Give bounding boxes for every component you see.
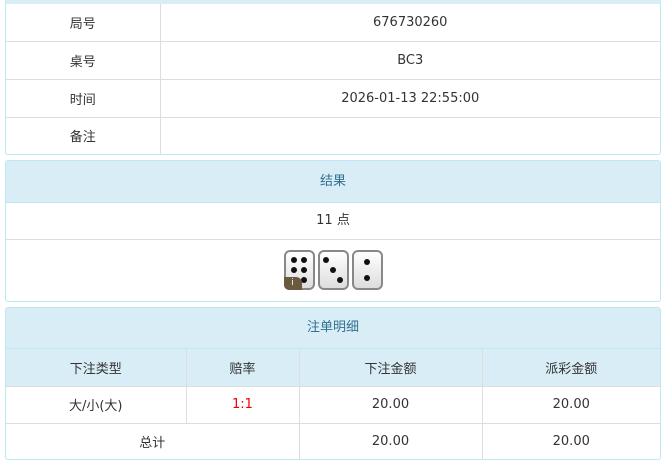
die-pip	[301, 267, 308, 273]
result-points: 11 点	[6, 203, 660, 240]
die-pip	[364, 274, 370, 281]
dice-row: i	[6, 240, 660, 300]
row-time: 时间 2026-01-13 22:55:00	[6, 78, 660, 118]
header-odds: 赔率	[185, 349, 300, 387]
total-payout: 20.00	[481, 422, 660, 460]
round-id: 676730260	[159, 4, 660, 42]
round-info-table: 局号 676730260 桌号 BC3 时间 2026-01-13 22:55:00 …	[6, 4, 660, 154]
die-pip	[290, 267, 297, 273]
bet-table: 下注类型 赔率 下注金额 派彩金额 大/小(大) 1:1 20.00 20.00…	[6, 349, 660, 460]
result-panel: 结果 11 点 i	[5, 160, 661, 302]
odds: 1:1	[185, 385, 300, 424]
time: 2026-01-13 22:55:00	[159, 78, 660, 118]
result-title: 结果	[6, 161, 660, 203]
die-3	[317, 250, 349, 290]
row-round-id: 局号 676730260	[6, 4, 660, 42]
label: 局号	[6, 4, 161, 42]
round-info-panel: 局号 676730260 桌号 BC3 时间 2026-01-13 22:55:00 …	[5, 0, 661, 155]
die-6: i	[283, 250, 315, 290]
die-pip	[323, 256, 330, 263]
total-amount: 20.00	[298, 422, 483, 460]
bet-table-header: 下注类型 赔率 下注金额 派彩金额	[6, 349, 660, 387]
header-payout: 派彩金额	[481, 349, 660, 387]
table-id: BC3	[159, 40, 660, 80]
die-2	[351, 250, 383, 290]
header-bet-type: 下注类型	[6, 349, 187, 387]
label: 备注	[6, 116, 161, 154]
bet-details-panel: 注单明细 下注类型 赔率 下注金额 派彩金额 大/小(大) 1:1 20.00 …	[5, 307, 661, 460]
bet-details-title: 注单明细	[6, 308, 660, 349]
remark	[159, 116, 660, 154]
payout: 20.00	[481, 385, 660, 424]
die-pip	[290, 256, 297, 263]
info-icon[interactable]: i	[283, 277, 302, 290]
bet-amount: 20.00	[298, 385, 483, 424]
row-table-id: 桌号 BC3	[6, 40, 660, 80]
total-row: 总计 20.00 20.00	[6, 422, 660, 460]
row-remark: 备注	[6, 116, 660, 154]
die-pip	[301, 277, 308, 284]
label: 时间	[6, 78, 161, 118]
bet-type: 大/小(大)	[6, 385, 187, 424]
table-row: 大/小(大) 1:1 20.00 20.00	[6, 385, 660, 424]
die-pip	[364, 259, 370, 266]
total-label: 总计	[6, 422, 300, 460]
label: 桌号	[6, 40, 161, 80]
die-pip	[301, 256, 308, 263]
die-pip	[336, 277, 343, 284]
die-pip	[330, 267, 336, 273]
header-bet-amount: 下注金额	[298, 349, 483, 387]
